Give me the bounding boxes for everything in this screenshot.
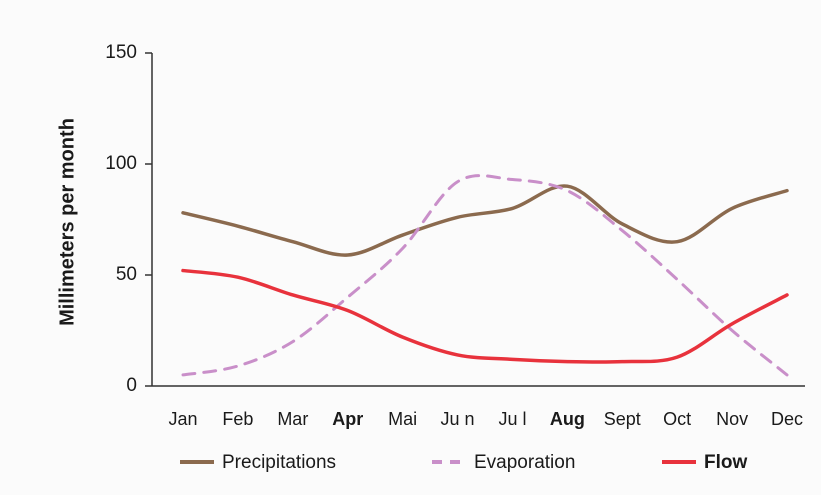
- x-tick-label: Dec: [771, 409, 803, 429]
- x-tick-label: Apr: [332, 409, 363, 429]
- series-line: [181, 184, 789, 257]
- legend-label: Evaporation: [474, 452, 575, 473]
- y-tick-label: 150: [105, 42, 137, 63]
- x-tick-label: Aug: [550, 409, 585, 429]
- x-tick-label: Nov: [716, 409, 748, 429]
- x-tick-label: Jan: [168, 409, 197, 429]
- y-tick-label: 100: [105, 153, 137, 174]
- legend-label: Flow: [704, 452, 747, 473]
- x-tick-label: Sept: [604, 409, 641, 429]
- x-tick-label: Ju l: [498, 409, 526, 429]
- y-tick-label: 0: [126, 375, 137, 396]
- x-tick-label: Mai: [388, 409, 417, 429]
- y-tick-label: 50: [116, 264, 137, 285]
- y-axis-label: Millimeters per month: [56, 118, 78, 326]
- series-line: [181, 268, 789, 364]
- x-tick-label: Ju n: [441, 409, 475, 429]
- x-tick-label: Oct: [663, 409, 691, 429]
- x-tick-label: Feb: [222, 409, 253, 429]
- x-tick-label: Mar: [277, 409, 308, 429]
- legend-label: Precipitations: [222, 452, 336, 473]
- series-line: [181, 174, 789, 377]
